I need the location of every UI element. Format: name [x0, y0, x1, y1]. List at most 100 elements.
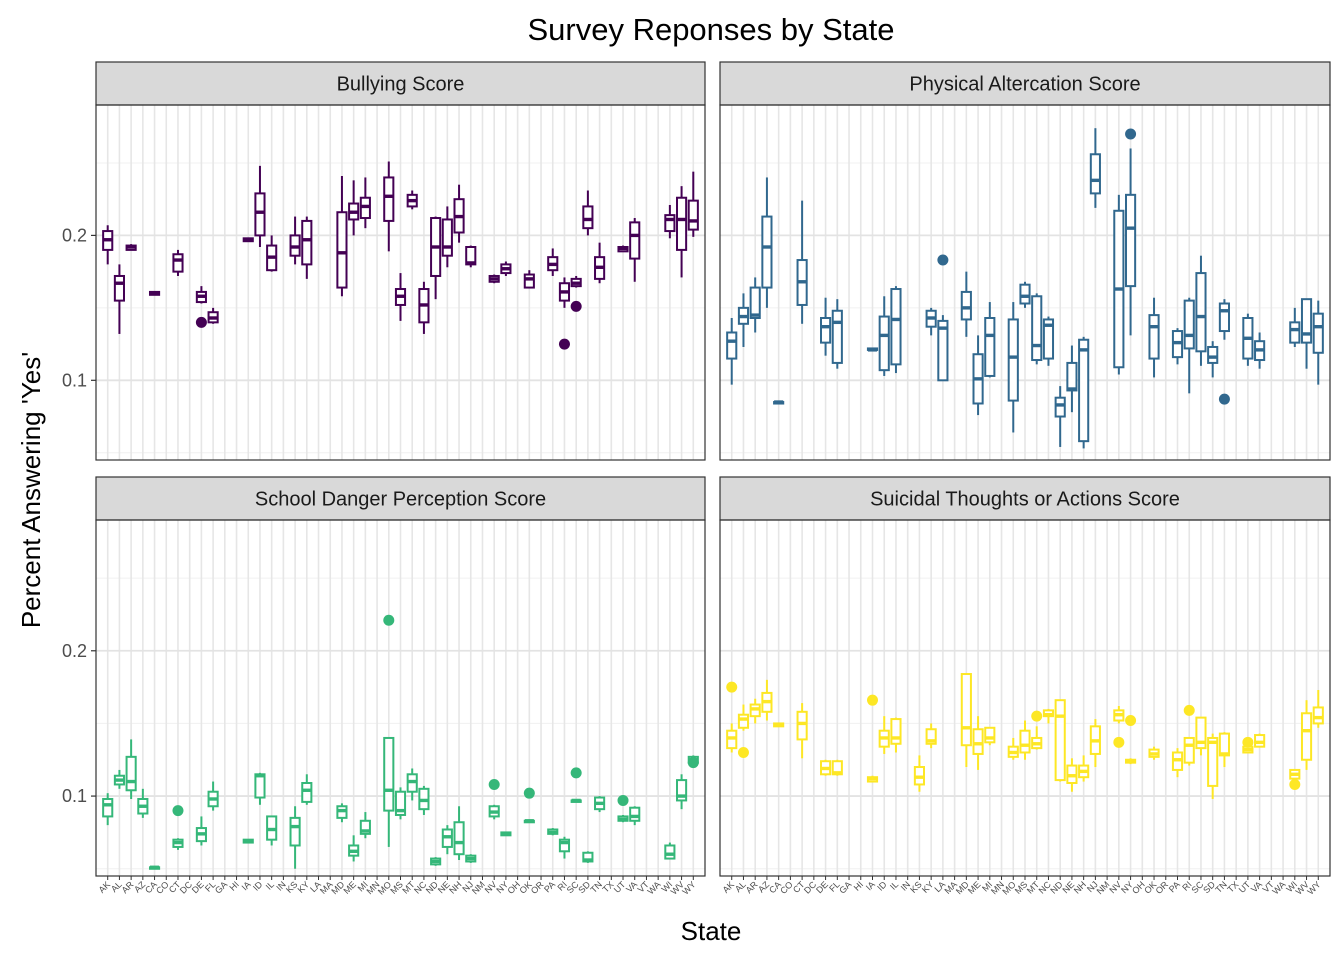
y-tick-label: 0.1	[62, 370, 87, 390]
box-nh	[453, 806, 465, 861]
outlier-point-wi	[1289, 778, 1301, 790]
box-body	[336, 211, 348, 289]
box-body	[1125, 193, 1137, 288]
outlier-point-sc	[570, 300, 582, 312]
outlier-point-wy	[687, 757, 699, 769]
box-body	[972, 728, 984, 755]
box-de	[820, 297, 832, 356]
facet-strip-label: Bullying Score	[337, 74, 465, 96]
outlier-point-nv	[1113, 736, 1125, 748]
x-tick-label: GA	[837, 879, 853, 895]
facet-school-danger-perception-score: School Danger Perception Score0.10.2AKAL…	[62, 476, 706, 897]
box-il	[890, 717, 902, 753]
x-tick-label: GA	[213, 879, 229, 895]
box-al	[113, 264, 125, 334]
box-body	[359, 819, 371, 835]
box-ia	[866, 775, 879, 783]
box-ca	[773, 722, 785, 728]
box-body	[676, 779, 688, 802]
box-ar	[125, 739, 137, 799]
box-il	[890, 286, 902, 374]
box-mo	[383, 736, 395, 847]
box-pa	[547, 828, 559, 836]
box-ky	[925, 307, 937, 336]
box-de	[195, 286, 207, 304]
box-wv	[1300, 298, 1313, 369]
box-tn	[594, 242, 606, 284]
box-body	[664, 214, 676, 233]
box-body	[761, 215, 773, 289]
box-ia	[242, 838, 254, 844]
box-ms	[394, 787, 407, 820]
panel-border	[719, 104, 1331, 461]
box-wi	[664, 842, 676, 860]
facet-suicidal-thoughts-or-actions-score: Suicidal Thoughts or Actions ScoreAKALAR…	[719, 476, 1331, 897]
box-ar	[749, 277, 761, 333]
box-fl	[831, 299, 843, 369]
box-ia	[866, 347, 879, 352]
box-ct	[172, 838, 184, 850]
box-fl	[207, 781, 219, 811]
box-body	[1300, 298, 1313, 344]
box-body	[102, 797, 114, 818]
box-body	[1183, 299, 1195, 350]
box-body	[878, 315, 890, 372]
box-body	[172, 253, 184, 273]
box-body	[1148, 314, 1160, 360]
box-pa	[547, 248, 559, 276]
outlier-point-la	[937, 254, 949, 266]
box-body	[664, 844, 676, 860]
box-mo	[383, 161, 395, 252]
box-mi	[984, 302, 996, 378]
box-body	[523, 273, 535, 289]
outlier-point-ia	[867, 694, 878, 706]
box-id	[878, 296, 890, 376]
box-ri	[1183, 297, 1195, 394]
box-ca	[148, 865, 161, 870]
x-tick-label: WY	[1305, 879, 1322, 896]
outlier-point-ny	[1125, 715, 1137, 727]
y-tick-label: 0.2	[62, 641, 87, 661]
outlier-point-mo	[383, 614, 395, 626]
box-nh	[1078, 755, 1090, 782]
box-fl	[831, 759, 843, 776]
box-body	[1019, 283, 1031, 305]
box-tn	[1218, 299, 1230, 340]
box-me	[972, 716, 984, 770]
box-ne	[441, 206, 453, 268]
box-az	[761, 177, 773, 308]
box-wv	[676, 774, 688, 810]
box-body	[1078, 338, 1090, 443]
box-body	[113, 274, 125, 302]
box-ri	[558, 277, 571, 308]
box-al	[737, 293, 750, 347]
box-md	[960, 271, 972, 337]
box-mt	[406, 190, 418, 210]
box-ct	[796, 200, 808, 324]
box-ri	[1183, 736, 1195, 766]
outlier-point-mt	[1031, 710, 1043, 722]
box-al	[113, 769, 125, 789]
box-nj	[1089, 719, 1101, 768]
box-md	[336, 176, 348, 297]
box-me	[972, 335, 984, 416]
box-pa	[1171, 748, 1184, 778]
box-ms	[1019, 720, 1031, 760]
box-nd	[1054, 699, 1066, 782]
box-body	[796, 710, 808, 741]
box-body	[629, 806, 641, 822]
box-wv	[1300, 700, 1313, 770]
box-body	[1289, 321, 1301, 344]
box-body	[301, 782, 313, 803]
box-body	[1207, 736, 1219, 787]
box-ok	[1148, 746, 1160, 760]
box-nv	[1113, 705, 1125, 724]
box-nh	[453, 184, 465, 243]
box-sc	[570, 275, 582, 288]
outlier-point-tn	[1218, 393, 1230, 405]
outlier-point-ok	[523, 787, 535, 799]
box-body	[1300, 712, 1313, 761]
box-body	[1312, 312, 1324, 354]
box-body	[1089, 153, 1101, 195]
